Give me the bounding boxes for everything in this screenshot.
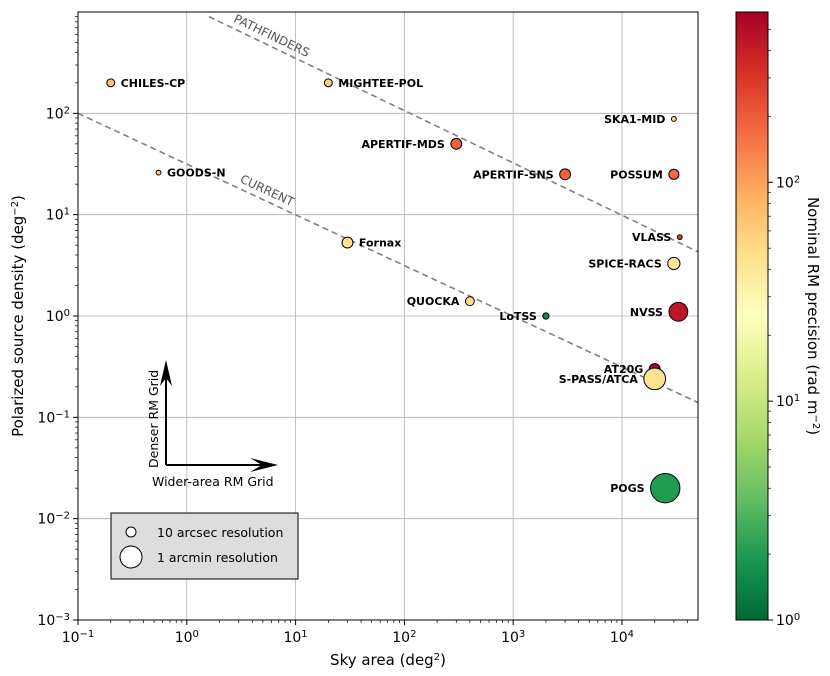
wider-arrow-head (250, 458, 278, 472)
legend-box (110, 512, 299, 580)
scatter-points (106, 78, 689, 504)
y-tick-label: 100 (46, 308, 70, 326)
point-ska1-mid (670, 116, 677, 122)
label-apertif-sns: APERTIF-SNS (473, 168, 554, 181)
x-axis-ticks: 10−1 100 101 102 103 104 (62, 620, 688, 646)
guide-label-current: CURRENT (238, 172, 297, 209)
label-apertif-mds: APERTIF-MDS (361, 138, 444, 151)
colorbar-gradient (735, 11, 769, 621)
label-ska1-mid: SKA1-MID (604, 113, 665, 126)
point-nvss (668, 301, 689, 322)
legend-marker-1arcmin (119, 545, 143, 569)
label-spice-racs: SPICE-RACS (588, 257, 661, 270)
y-tick-label: 101 (46, 206, 70, 224)
x-tick-label: 102 (392, 629, 416, 647)
point-labels: CHILES-CP MIGHTEE-POL SKA1-MID GOODS-N APERT… (121, 77, 672, 495)
direction-annotations: Denser RM Grid Wider-area RM Grid (146, 360, 278, 489)
point-s-pass-atca (643, 367, 667, 391)
y-axis-label: Polarized source density (deg−2) (9, 195, 27, 437)
point-apertif-sns (559, 168, 571, 181)
guide-line-pathfinders (208, 15, 698, 253)
y-tick-label: 102 (46, 105, 70, 123)
label-goods-n: GOODS-N (167, 167, 226, 180)
colorbar-label: Nominal RM precision (rad m−2) (804, 197, 822, 435)
wider-arrow-label: Wider-area RM Grid (152, 474, 274, 489)
legend-label-1arcmin: 1 arcmin resolution (157, 550, 278, 565)
x-tick-label: 100 (175, 629, 199, 647)
legend-marker-10arcsec (125, 526, 137, 538)
point-possum (668, 168, 680, 180)
point-pogs (650, 472, 681, 504)
y-axis-ticks: 10−3 10−2 10−1 100 101 102 (37, 16, 78, 630)
y-tick-label: 10−1 (37, 409, 70, 427)
y-tick-label: 10−3 (37, 612, 70, 630)
guide-label-pathfinders: PATHFINDERS (232, 12, 312, 60)
point-mightee-pol (323, 78, 333, 88)
point-lotss (542, 312, 550, 320)
label-possum: POSSUM (610, 168, 663, 181)
x-axis-label: Sky area (deg2) (330, 651, 446, 669)
guide-line-current (78, 112, 698, 404)
label-nvss: NVSS (630, 306, 663, 319)
x-tick-label: 101 (283, 629, 307, 647)
size-legend: 10 arcsec resolution 1 arcmin resolution (110, 512, 299, 580)
x-tick-label: 103 (501, 629, 525, 647)
label-chiles-cp: CHILES-CP (121, 77, 186, 90)
label-pogs: POGS (610, 482, 644, 495)
denser-arrow-label: Denser RM Grid (146, 370, 161, 468)
label-s-pass-atca: S-PASS/ATCA (559, 373, 639, 386)
x-tick-label: 104 (610, 629, 634, 647)
point-vlass (676, 234, 683, 241)
legend-label-10arcsec: 10 arcsec resolution (157, 525, 283, 540)
x-tick-label: 10−1 (62, 629, 95, 647)
label-lotss: LoTSS (499, 310, 536, 323)
denser-arrow-head (160, 360, 172, 386)
point-fornax (341, 236, 354, 249)
label-quocka: QUOCKA (407, 295, 460, 308)
label-fornax: Fornax (359, 237, 401, 250)
label-at20g: AT20G (604, 363, 644, 376)
colorbar (735, 11, 769, 621)
guide-lines (78, 15, 698, 404)
colorbar-ticks: 100 101 102 (768, 28, 800, 630)
point-spice-racs (667, 256, 681, 271)
point-goods-n (155, 169, 162, 176)
colorbar-tick-label: 100 (776, 612, 800, 630)
label-mightee-pol: MIGHTEE-POL (338, 77, 423, 90)
y-tick-label: 10−2 (37, 510, 70, 528)
point-quocka (464, 296, 475, 307)
point-apertif-mds (450, 137, 463, 150)
colorbar-tick-label: 102 (776, 174, 800, 192)
colorbar-tick-label: 101 (776, 393, 800, 411)
point-chiles-cp (106, 78, 116, 88)
label-vlass: VLASS (632, 231, 671, 244)
